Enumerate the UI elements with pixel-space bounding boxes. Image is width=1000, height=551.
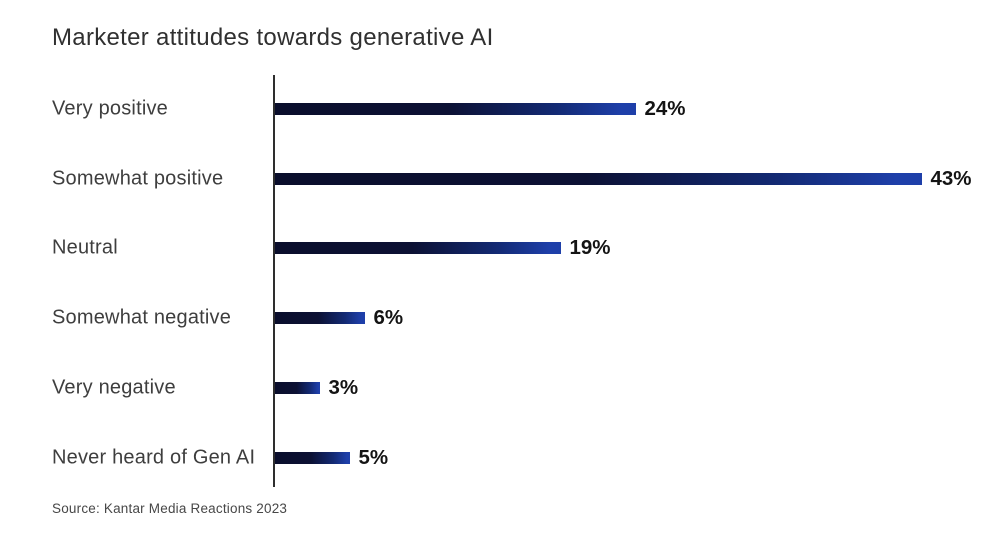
y-axis-line [273, 75, 275, 487]
bar-track: 19% [274, 214, 1000, 284]
category-label: Never heard of Gen AI [52, 446, 256, 469]
source-note: Source: Kantar Media Reactions 2023 [52, 501, 288, 516]
bar-row-very-positive: Very positive 24% [0, 74, 1000, 144]
bar-track: 24% [274, 74, 1000, 144]
value-label: 3% [328, 376, 359, 400]
bar-never-heard [274, 451, 350, 464]
bar-row-neutral: Neutral 19% [0, 214, 1000, 284]
category-label: Somewhat negative [52, 306, 232, 329]
bar-very-negative [274, 382, 320, 395]
bar-row-never-heard: Never heard of Gen AI 5% [0, 423, 1000, 493]
category-label: Somewhat positive [52, 167, 224, 190]
chart-title: Marketer attitudes towards generative AI [52, 24, 494, 51]
bar-rows: Very positive 24% Somewhat positive 43% … [0, 74, 1000, 493]
bar-track: 3% [274, 353, 1000, 423]
bar-somewhat-negative [274, 312, 365, 325]
bar-row-somewhat-positive: Somewhat positive 43% [0, 144, 1000, 214]
bar-very-positive [274, 102, 636, 115]
bar-somewhat-positive [274, 172, 922, 185]
value-label: 24% [644, 96, 686, 120]
value-label: 5% [358, 445, 389, 469]
category-label: Very positive [52, 97, 168, 120]
bar-track: 43% [274, 144, 1000, 214]
category-label: Very negative [52, 376, 176, 399]
category-label: Neutral [52, 236, 118, 259]
bar-track: 5% [274, 423, 1000, 493]
bar-neutral [274, 242, 561, 255]
value-label: 6% [373, 306, 404, 330]
bar-track: 6% [274, 283, 1000, 353]
value-label: 43% [930, 166, 972, 190]
value-label: 19% [569, 236, 611, 260]
bar-row-very-negative: Very negative 3% [0, 353, 1000, 423]
bar-row-somewhat-negative: Somewhat negative 6% [0, 283, 1000, 353]
